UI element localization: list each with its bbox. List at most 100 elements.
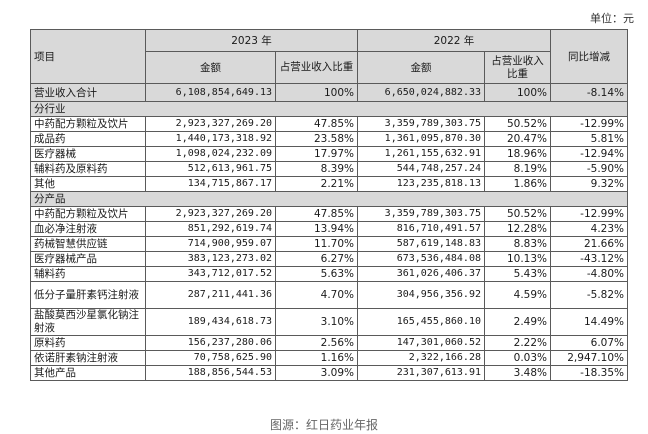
cell-amt-2023: 851,292,619.74: [145, 221, 276, 237]
table-row: 医疗器械 1,098,024,232.09 17.97% 1,261,155,632.…: [30, 146, 628, 162]
cell-amt-2023: 1,440,173,318.92: [145, 131, 276, 147]
header-amount-2023: 金额: [145, 51, 276, 84]
cell-yoy: 4.23%: [550, 221, 628, 237]
cell-yoy: 5.81%: [550, 131, 628, 147]
row-label: 中药配方颗粒及饮片: [30, 116, 146, 132]
cell-yoy: 9.32%: [550, 176, 628, 192]
cell-pct-2022: 3.48%: [484, 365, 551, 381]
revenue-table: 项目 2023 年 2022 年 同比增减 金额 占营业收入比重 金额 占营业收…: [30, 29, 628, 381]
cell-amt-2022: 544,748,257.24: [357, 161, 485, 177]
table-row: 其他 134,715,867.17 2.21% 123,235,818.13 1.86%…: [30, 176, 628, 192]
cell-amt-2023: 189,434,618.73: [145, 308, 276, 336]
cell-pct-2023: 6.27%: [275, 251, 358, 267]
cell-amt-2022: 1,361,095,870.30: [357, 131, 485, 147]
cell-pct-2023: 11.70%: [275, 236, 358, 252]
cell-amt-2023: 714,900,959.07: [145, 236, 276, 252]
cell-amt-2022: 304,956,356.92: [357, 281, 485, 309]
cell-amt-2022: 147,301,060.52: [357, 335, 485, 351]
cell-yoy: -5.82%: [550, 281, 628, 309]
cell-pct-2023: 4.70%: [275, 281, 358, 309]
section-row: 分行业: [30, 101, 628, 117]
cell-pct-2023: 3.09%: [275, 365, 358, 381]
row-label: 医疗器械产品: [30, 251, 146, 267]
cell-yoy: 21.66%: [550, 236, 628, 252]
cell-amt-2022: 3,359,789,303.75: [357, 116, 485, 132]
total-yoy: -8.14%: [550, 83, 628, 102]
table-row: 依诺肝素钠注射液 70,758,625.90 1.16% 2,322,166.28 0.…: [30, 350, 628, 366]
row-label: 其他: [30, 176, 146, 192]
cell-pct-2023: 47.85%: [275, 116, 358, 132]
cell-pct-2022: 10.13%: [484, 251, 551, 267]
cell-amt-2022: 673,536,484.08: [357, 251, 485, 267]
cell-amt-2022: 3,359,789,303.75: [357, 206, 485, 222]
row-label: 药械智慧供应链: [30, 236, 146, 252]
section-title: 分产品: [30, 191, 628, 207]
header-amount-2022: 金额: [357, 51, 485, 84]
cell-pct-2023: 1.16%: [275, 350, 358, 366]
total-label: 营业收入合计: [30, 83, 146, 102]
cell-pct-2023: 2.21%: [275, 176, 358, 192]
header-yoy: 同比增减: [550, 29, 628, 84]
cell-yoy: -12.94%: [550, 146, 628, 162]
table-row: 中药配方颗粒及饮片 2,923,327,269.20 47.85% 3,359,789…: [30, 206, 628, 222]
cell-pct-2022: 2.49%: [484, 308, 551, 336]
row-label: 辅料药: [30, 266, 146, 282]
cell-amt-2023: 1,098,024,232.09: [145, 146, 276, 162]
table-row: 原料药 156,237,280.06 2.56% 147,301,060.52 2.22…: [30, 335, 628, 351]
cell-pct-2022: 5.43%: [484, 266, 551, 282]
cell-amt-2022: 587,619,148.83: [357, 236, 485, 252]
table-row: 中药配方颗粒及饮片 2,923,327,269.20 47.85% 3,359,789…: [30, 116, 628, 132]
table-row: 盐酸莫西沙星氯化钠注射液 189,434,618.73 3.10% 165,455,8…: [30, 308, 628, 336]
cell-amt-2023: 2,923,327,269.20: [145, 206, 276, 222]
cell-pct-2023: 3.10%: [275, 308, 358, 336]
table-row: 低分子量肝素钙注射液 287,211,441.36 4.70% 304,956,356…: [30, 281, 628, 309]
table-row: 成品药 1,440,173,318.92 23.58% 1,361,095,870.3…: [30, 131, 628, 147]
row-label: 中药配方颗粒及饮片: [30, 206, 146, 222]
cell-yoy: -18.35%: [550, 365, 628, 381]
header-share-2023: 占营业收入比重: [275, 51, 358, 84]
row-label: 其他产品: [30, 365, 146, 381]
cell-amt-2023: 343,712,017.52: [145, 266, 276, 282]
table-row: 血必净注射液 851,292,619.74 13.94% 816,710,491.57…: [30, 221, 628, 237]
section-title: 分行业: [30, 101, 628, 117]
header-item: 项目: [30, 29, 146, 84]
cell-pct-2023: 5.63%: [275, 266, 358, 282]
cell-pct-2022: 0.03%: [484, 350, 551, 366]
header-share-2022: 占营业收入比重: [484, 51, 551, 84]
image-caption: 图源：红日药业年报: [269, 418, 378, 432]
cell-amt-2023: 512,613,961.75: [145, 161, 276, 177]
cell-pct-2022: 8.83%: [484, 236, 551, 252]
cell-yoy: -5.90%: [550, 161, 628, 177]
row-label: 原料药: [30, 335, 146, 351]
cell-yoy: -12.99%: [550, 206, 628, 222]
row-label: 辅料药及原料药: [30, 161, 146, 177]
cell-amt-2023: 156,237,280.06: [145, 335, 276, 351]
header-row-years: 项目 2023 年 2022 年 同比增减: [30, 29, 628, 84]
cell-amt-2023: 134,715,867.17: [145, 176, 276, 192]
cell-amt-2023: 287,211,441.36: [145, 281, 276, 309]
cell-pct-2023: 8.39%: [275, 161, 358, 177]
cell-amt-2022: 165,455,860.10: [357, 308, 485, 336]
table-row: 其他产品 188,856,544.53 3.09% 231,307,613.91 3.4…: [30, 365, 628, 381]
row-label: 成品药: [30, 131, 146, 147]
row-label: 依诺肝素钠注射液: [30, 350, 146, 366]
cell-pct-2022: 8.19%: [484, 161, 551, 177]
cell-amt-2022: 123,235,818.13: [357, 176, 485, 192]
cell-pct-2022: 4.59%: [484, 281, 551, 309]
row-label: 盐酸莫西沙星氯化钠注射液: [30, 308, 146, 336]
cell-yoy: 6.07%: [550, 335, 628, 351]
row-label: 低分子量肝素钙注射液: [30, 281, 146, 309]
cell-pct-2023: 13.94%: [275, 221, 358, 237]
cell-pct-2022: 1.86%: [484, 176, 551, 192]
unit-label: 单位：元: [590, 12, 634, 25]
cell-amt-2022: 1,261,155,632.91: [357, 146, 485, 162]
header-row-columns: 金额 占营业收入比重 金额 占营业收入比重: [31, 51, 628, 84]
total-row: 营业收入合计 6,108,854,649.13 100% 6,650,024,8…: [30, 83, 628, 102]
cell-amt-2023: 383,123,273.02: [145, 251, 276, 267]
cell-yoy: -4.80%: [550, 266, 628, 282]
table-row: 辅料药及原料药 512,613,961.75 8.39% 544,748,257.24…: [30, 161, 628, 177]
cell-pct-2022: 20.47%: [484, 131, 551, 147]
total-amt-2022: 6,650,024,882.33: [357, 83, 485, 102]
cell-amt-2022: 816,710,491.57: [357, 221, 485, 237]
cell-pct-2023: 17.97%: [275, 146, 358, 162]
